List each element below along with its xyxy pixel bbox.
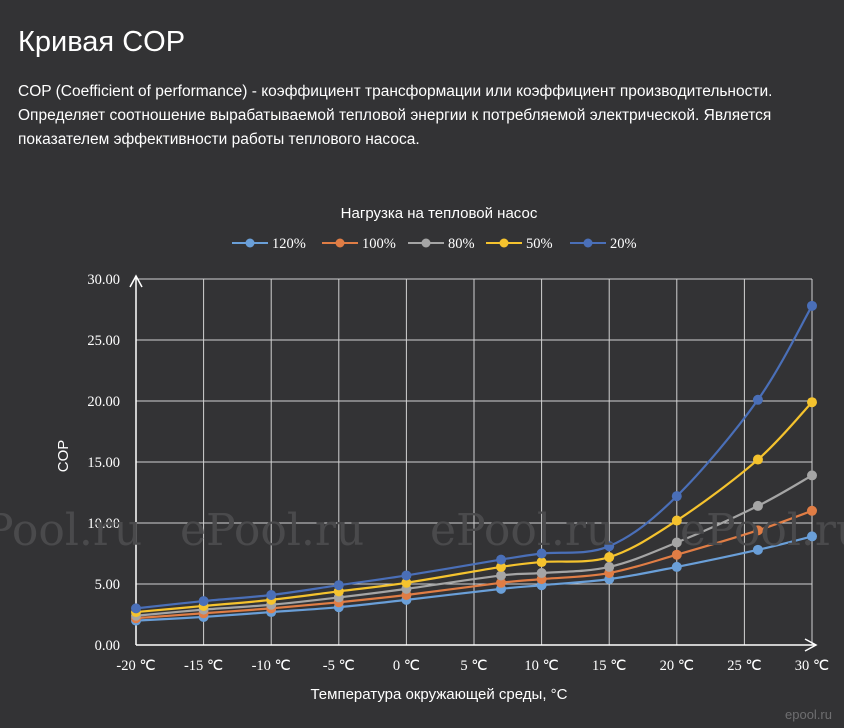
x-tick-label: 5 ℃ — [460, 658, 487, 674]
data-point — [401, 577, 412, 588]
x-tick-label: 25 ℃ — [727, 658, 761, 674]
data-point — [671, 491, 682, 502]
data-point — [807, 531, 817, 542]
x-tick-label: 15 ℃ — [592, 658, 626, 674]
legend-marker — [335, 238, 345, 248]
legend-marker — [245, 238, 255, 248]
data-point — [807, 470, 817, 481]
data-point — [496, 554, 507, 565]
legend-label: 50% — [526, 236, 553, 252]
data-point — [536, 568, 547, 579]
y-tick-label: 20.00 — [87, 394, 120, 410]
x-tick-label: 30 ℃ — [795, 658, 829, 674]
data-point — [401, 570, 412, 581]
data-point — [266, 589, 277, 600]
data-point — [604, 541, 615, 552]
x-tick-label: -10 ℃ — [252, 658, 291, 674]
x-tick-label: -20 ℃ — [116, 658, 155, 674]
y-axis-arrow — [129, 274, 143, 288]
description-line: показателем эффективности работы теплово… — [18, 131, 420, 148]
y-axis-label: COP — [55, 440, 72, 473]
chart-title: Нагрузка на тепловой насос — [341, 205, 538, 222]
legend-label: 120% — [272, 236, 306, 252]
legend-marker — [421, 238, 431, 248]
data-point — [752, 500, 763, 511]
data-point — [198, 596, 209, 607]
legend-marker — [583, 238, 593, 248]
data-point — [131, 603, 141, 614]
data-point — [752, 544, 763, 555]
page-title: Кривая COP — [18, 26, 186, 58]
data-point — [333, 580, 344, 591]
legend-label: 80% — [448, 236, 475, 252]
data-point — [604, 552, 615, 563]
data-point — [536, 557, 547, 568]
data-point — [807, 300, 817, 311]
series-line — [135, 305, 813, 610]
data-point — [496, 561, 507, 572]
data-point — [807, 397, 817, 408]
legend-label: 100% — [362, 236, 396, 252]
data-point — [671, 561, 682, 572]
legend-marker — [499, 238, 509, 248]
description: COP (Coefficient of performance) - коэфф… — [18, 80, 818, 152]
data-point — [496, 577, 507, 588]
x-tick-label: 0 ℃ — [393, 658, 420, 674]
y-tick-label: 30.00 — [87, 272, 120, 288]
x-tick-label: -5 ℃ — [323, 658, 355, 674]
x-axis-label: Температура окружающей среды, °C — [310, 686, 567, 703]
data-point — [604, 561, 615, 572]
legend-label: 20% — [610, 236, 637, 252]
x-axis-arrow — [804, 638, 818, 652]
data-point — [671, 537, 682, 548]
data-point — [752, 454, 763, 465]
data-point — [671, 515, 682, 526]
data-point — [496, 570, 507, 581]
y-tick-label: 10.00 — [87, 516, 120, 532]
y-tick-label: 0.00 — [95, 638, 120, 654]
x-tick-label: 10 ℃ — [524, 658, 558, 674]
data-point — [807, 505, 817, 516]
y-tick-label: 15.00 — [87, 455, 120, 471]
y-tick-label: 25.00 — [87, 333, 120, 349]
description-line: COP (Coefficient of performance) - коэфф… — [18, 83, 773, 100]
y-tick-label: 5.00 — [95, 577, 120, 593]
data-point — [752, 394, 763, 405]
x-tick-label: 20 ℃ — [660, 658, 694, 674]
description-line: Определяет соотношение вырабатываемой те… — [18, 107, 772, 124]
data-point — [536, 548, 547, 559]
x-tick-label: -15 ℃ — [184, 658, 223, 674]
data-point — [752, 525, 763, 536]
corner-watermark: epool.ru — [785, 707, 832, 722]
data-point — [671, 549, 682, 560]
